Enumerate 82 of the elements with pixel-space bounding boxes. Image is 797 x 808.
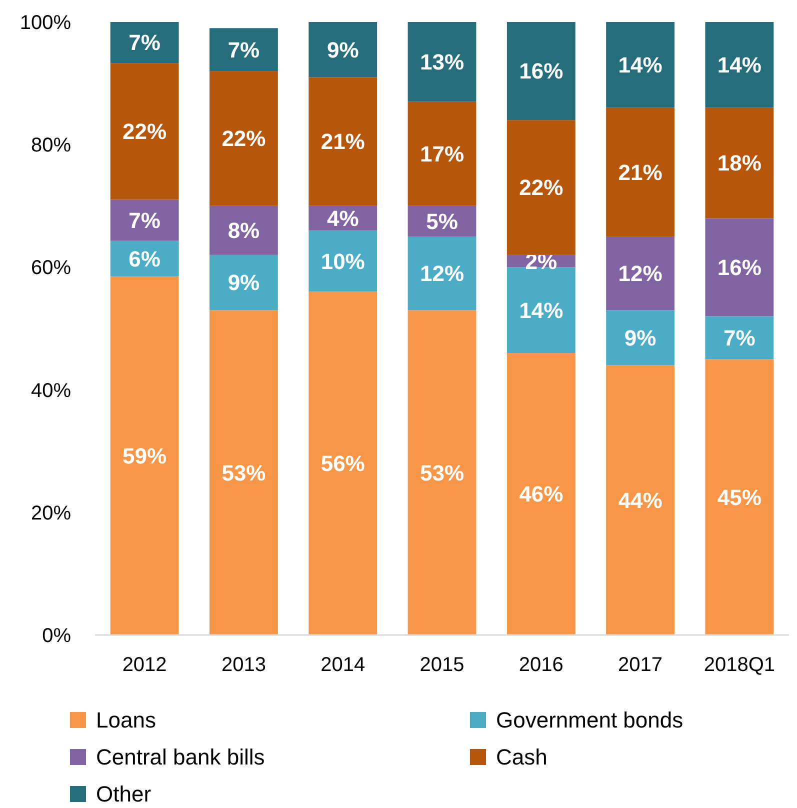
data-label: 17% — [420, 141, 464, 166]
bar — [705, 108, 774, 218]
y-tick-label: 40% — [30, 380, 72, 402]
data-label: 9% — [624, 325, 656, 350]
y-tick-label: 100% — [20, 12, 72, 34]
data-label: 7% — [128, 208, 160, 234]
data-label: 12% — [618, 261, 662, 286]
data-label: 59% — [122, 443, 167, 468]
x-tick-label: 2012 — [122, 654, 167, 676]
bar — [408, 22, 476, 102]
data-label: 45% — [717, 484, 762, 510]
data-label: 16% — [519, 58, 564, 84]
data-label: 56% — [320, 451, 365, 476]
legend-label: Central bank bills — [96, 744, 265, 770]
data-label: 8% — [228, 218, 260, 244]
data-label: 22% — [122, 119, 167, 144]
data-label: 14% — [618, 52, 662, 78]
bar — [705, 22, 774, 108]
data-label: 21% — [618, 160, 662, 185]
data-label: 7% — [128, 30, 160, 56]
x-tick-label: 2017 — [618, 654, 663, 676]
bar — [606, 108, 674, 237]
bar — [606, 236, 674, 310]
data-label: 14% — [519, 298, 564, 323]
data-label: 10% — [320, 248, 365, 274]
bar — [606, 310, 674, 366]
data-label: 5% — [426, 208, 458, 234]
data-label: 16% — [717, 254, 762, 280]
legend-label: Cash — [496, 744, 548, 770]
data-label: 9% — [326, 37, 359, 62]
bar — [210, 71, 278, 206]
legend-label: Government bonds — [496, 708, 684, 733]
x-tick-label: 2018Q1 — [704, 654, 776, 676]
bar — [308, 230, 378, 292]
bar — [506, 353, 576, 635]
data-label: 7% — [724, 325, 756, 350]
data-label: 53% — [222, 460, 266, 486]
bar — [210, 254, 278, 310]
bar — [308, 292, 378, 635]
data-label: 22% — [222, 126, 266, 152]
data-label: 13% — [420, 50, 464, 75]
y-tick-label: 60% — [30, 257, 72, 280]
bar — [210, 206, 278, 255]
bar — [210, 28, 278, 72]
bar — [408, 236, 476, 310]
bar — [110, 22, 179, 64]
y-tick-label: 80% — [30, 134, 72, 157]
bar — [705, 218, 774, 316]
x-tick-label: 2015 — [420, 654, 464, 676]
bar — [705, 359, 774, 635]
bar — [408, 310, 476, 635]
data-label: 18% — [717, 150, 762, 176]
bar — [110, 63, 179, 200]
bar — [210, 310, 278, 635]
data-label: 7% — [228, 37, 260, 62]
data-label: 9% — [228, 270, 260, 296]
bar — [308, 22, 378, 78]
data-label: 22% — [519, 175, 564, 200]
bar — [110, 200, 179, 241]
bar — [606, 365, 674, 635]
data-label: 21% — [320, 129, 365, 154]
bar — [606, 22, 674, 108]
legend-label: Other — [96, 782, 152, 807]
legend-label: Loans — [96, 708, 156, 733]
bar — [408, 102, 476, 206]
bar — [705, 316, 774, 360]
y-tick-label: 0% — [42, 625, 72, 647]
data-label: 12% — [420, 261, 464, 286]
data-label: 44% — [618, 488, 662, 513]
x-tick-label: 2013 — [221, 654, 266, 676]
y-tick-label: 20% — [30, 502, 72, 524]
data-label: 14% — [717, 52, 762, 78]
bar — [506, 22, 576, 120]
x-tick-label: 2014 — [320, 654, 366, 676]
bar — [506, 120, 576, 255]
data-label: 46% — [519, 482, 564, 507]
x-tick-label: 2016 — [518, 654, 564, 676]
data-label: 53% — [420, 460, 464, 486]
bar — [110, 276, 179, 635]
data-label: 4% — [326, 206, 359, 231]
bar — [308, 77, 378, 206]
data-label: 6% — [128, 246, 160, 272]
